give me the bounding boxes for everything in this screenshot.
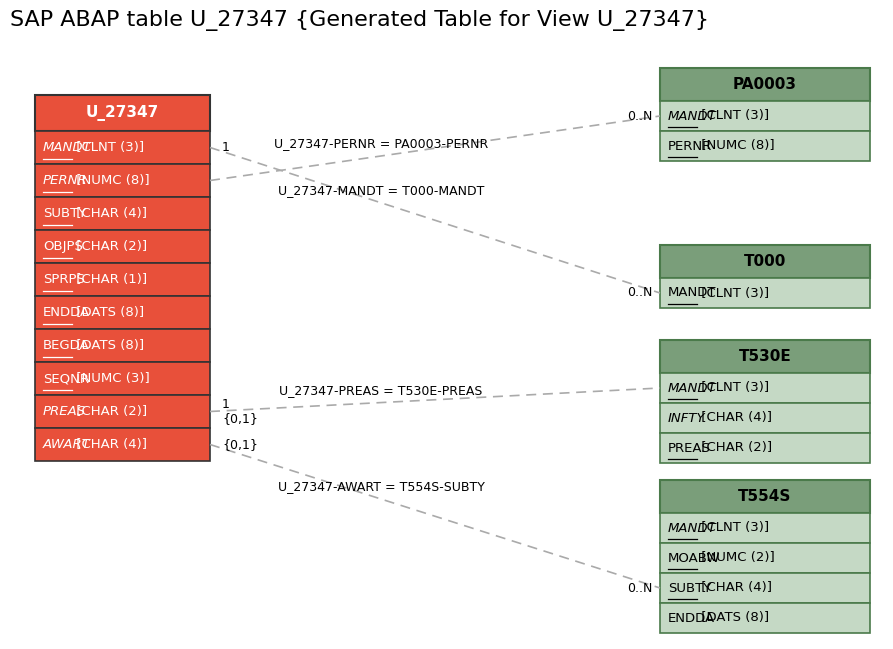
Text: 1: 1 — [222, 141, 230, 154]
Text: INFTY: INFTY — [668, 411, 705, 424]
Text: PERNR: PERNR — [668, 140, 713, 153]
Text: [CLNT (3)]: [CLNT (3)] — [72, 141, 145, 154]
Bar — [660, 101, 870, 131]
Text: AWART: AWART — [43, 438, 91, 451]
Bar — [35, 230, 210, 263]
Text: BEGDA: BEGDA — [43, 339, 89, 352]
Text: MANDT: MANDT — [668, 522, 717, 535]
Text: [CHAR (4)]: [CHAR (4)] — [697, 411, 772, 424]
Bar — [35, 131, 210, 164]
Text: [CHAR (4)]: [CHAR (4)] — [72, 438, 147, 451]
Text: 0..N: 0..N — [627, 286, 652, 299]
Text: [CHAR (4)]: [CHAR (4)] — [697, 582, 772, 594]
Text: 0..N: 0..N — [627, 582, 652, 594]
Text: MANDT: MANDT — [668, 286, 716, 299]
Text: U_27347: U_27347 — [86, 105, 159, 121]
Text: SPRPS: SPRPS — [43, 273, 85, 286]
Text: U_27347-AWART = T554S-SUBTY: U_27347-AWART = T554S-SUBTY — [278, 480, 484, 493]
Bar — [660, 513, 870, 543]
Text: SUBTY: SUBTY — [43, 207, 87, 220]
Text: [DATS (8)]: [DATS (8)] — [72, 339, 145, 352]
Text: MOABW: MOABW — [668, 552, 721, 565]
Bar — [660, 131, 870, 161]
Bar — [660, 68, 870, 101]
Bar — [35, 164, 210, 197]
Bar — [660, 603, 870, 633]
Text: T530E: T530E — [739, 349, 791, 364]
Text: [DATS (8)]: [DATS (8)] — [72, 306, 145, 319]
Bar — [35, 395, 210, 428]
Text: [CHAR (2)]: [CHAR (2)] — [72, 405, 147, 418]
Text: PREAS: PREAS — [668, 441, 711, 454]
Text: [NUMC (8)]: [NUMC (8)] — [72, 174, 150, 187]
Bar — [35, 197, 210, 230]
Bar — [660, 373, 870, 403]
Bar — [35, 428, 210, 461]
Text: 1
{0,1}: 1 {0,1} — [222, 397, 258, 426]
Bar — [35, 362, 210, 395]
Text: [CLNT (3)]: [CLNT (3)] — [697, 382, 770, 395]
Text: [CHAR (1)]: [CHAR (1)] — [72, 273, 147, 286]
Bar — [660, 403, 870, 433]
Bar — [660, 245, 870, 278]
Bar — [660, 340, 870, 373]
Text: SAP ABAP table U_27347 {Generated Table for View U_27347}: SAP ABAP table U_27347 {Generated Table … — [10, 10, 709, 31]
Text: ENDDA: ENDDA — [668, 611, 715, 624]
Text: [DATS (8)]: [DATS (8)] — [697, 611, 770, 624]
Text: PREAS: PREAS — [43, 405, 86, 418]
Text: U_27347-PERNR = PA0003-PERNR: U_27347-PERNR = PA0003-PERNR — [274, 137, 488, 150]
Bar — [660, 543, 870, 573]
Text: [CHAR (2)]: [CHAR (2)] — [697, 441, 772, 454]
Text: [CHAR (2)]: [CHAR (2)] — [72, 240, 147, 253]
Text: OBJPS: OBJPS — [43, 240, 83, 253]
Text: [CLNT (3)]: [CLNT (3)] — [697, 286, 770, 299]
Text: MANDT: MANDT — [668, 382, 717, 395]
Bar — [35, 263, 210, 296]
Bar — [660, 480, 870, 513]
Bar — [35, 329, 210, 362]
Text: [NUMC (3)]: [NUMC (3)] — [72, 372, 150, 385]
Text: PERNR: PERNR — [43, 174, 88, 187]
Text: U_27347-PREAS = T530E-PREAS: U_27347-PREAS = T530E-PREAS — [280, 384, 483, 397]
Text: T000: T000 — [744, 254, 786, 269]
Text: ENDDA: ENDDA — [43, 306, 90, 319]
Text: [NUMC (2)]: [NUMC (2)] — [697, 552, 775, 565]
Text: SEQNR: SEQNR — [43, 372, 89, 385]
Text: PA0003: PA0003 — [733, 77, 797, 92]
Bar — [660, 278, 870, 308]
Text: [NUMC (8)]: [NUMC (8)] — [697, 140, 775, 153]
Text: T554S: T554S — [739, 489, 792, 504]
Bar — [660, 433, 870, 463]
Text: SUBTY: SUBTY — [668, 582, 711, 594]
Bar — [660, 573, 870, 603]
Bar — [35, 296, 210, 329]
Bar — [35, 95, 210, 131]
Text: MANDT: MANDT — [43, 141, 92, 154]
Text: [CLNT (3)]: [CLNT (3)] — [697, 110, 770, 123]
Text: MANDT: MANDT — [668, 110, 717, 123]
Text: [CHAR (4)]: [CHAR (4)] — [72, 207, 147, 220]
Text: [CLNT (3)]: [CLNT (3)] — [697, 522, 770, 535]
Text: 0..N: 0..N — [627, 110, 652, 123]
Text: {0,1}: {0,1} — [222, 438, 258, 451]
Text: U_27347-MANDT = T000-MANDT: U_27347-MANDT = T000-MANDT — [278, 184, 484, 197]
